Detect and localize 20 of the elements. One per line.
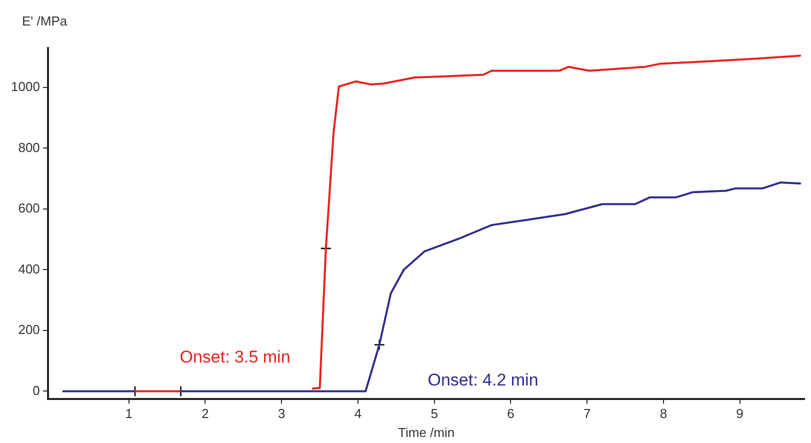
y-tick-label: 600 — [18, 200, 40, 216]
annotation: Onset: 3.5 min — [180, 348, 290, 367]
point — [374, 339, 385, 350]
x-tick-label: 9 — [736, 406, 744, 422]
x-tick-label: 1 — [125, 406, 132, 422]
y-tick-label: 200 — [18, 322, 40, 338]
y-tick-label: 0 — [32, 382, 40, 398]
x-tick-label: 3 — [278, 406, 286, 422]
x-tick-label: 4 — [354, 406, 362, 422]
x-tick-label: 6 — [507, 406, 514, 422]
y-axis-title: E' /MPa — [22, 14, 68, 29]
x-tick-label: 7 — [583, 406, 591, 422]
y-tick-label: 1000 — [11, 79, 40, 94]
x-tick-label: 2 — [202, 406, 209, 422]
annotation: Onset: 4.2 min — [428, 370, 538, 390]
y-tick-label: 400 — [18, 261, 40, 276]
y-tick-label: 800 — [18, 140, 40, 155]
x-tick-label: 8 — [660, 406, 668, 422]
x-tick-label: 5 — [430, 406, 438, 422]
x-axis-title: Time /min — [398, 424, 455, 440]
